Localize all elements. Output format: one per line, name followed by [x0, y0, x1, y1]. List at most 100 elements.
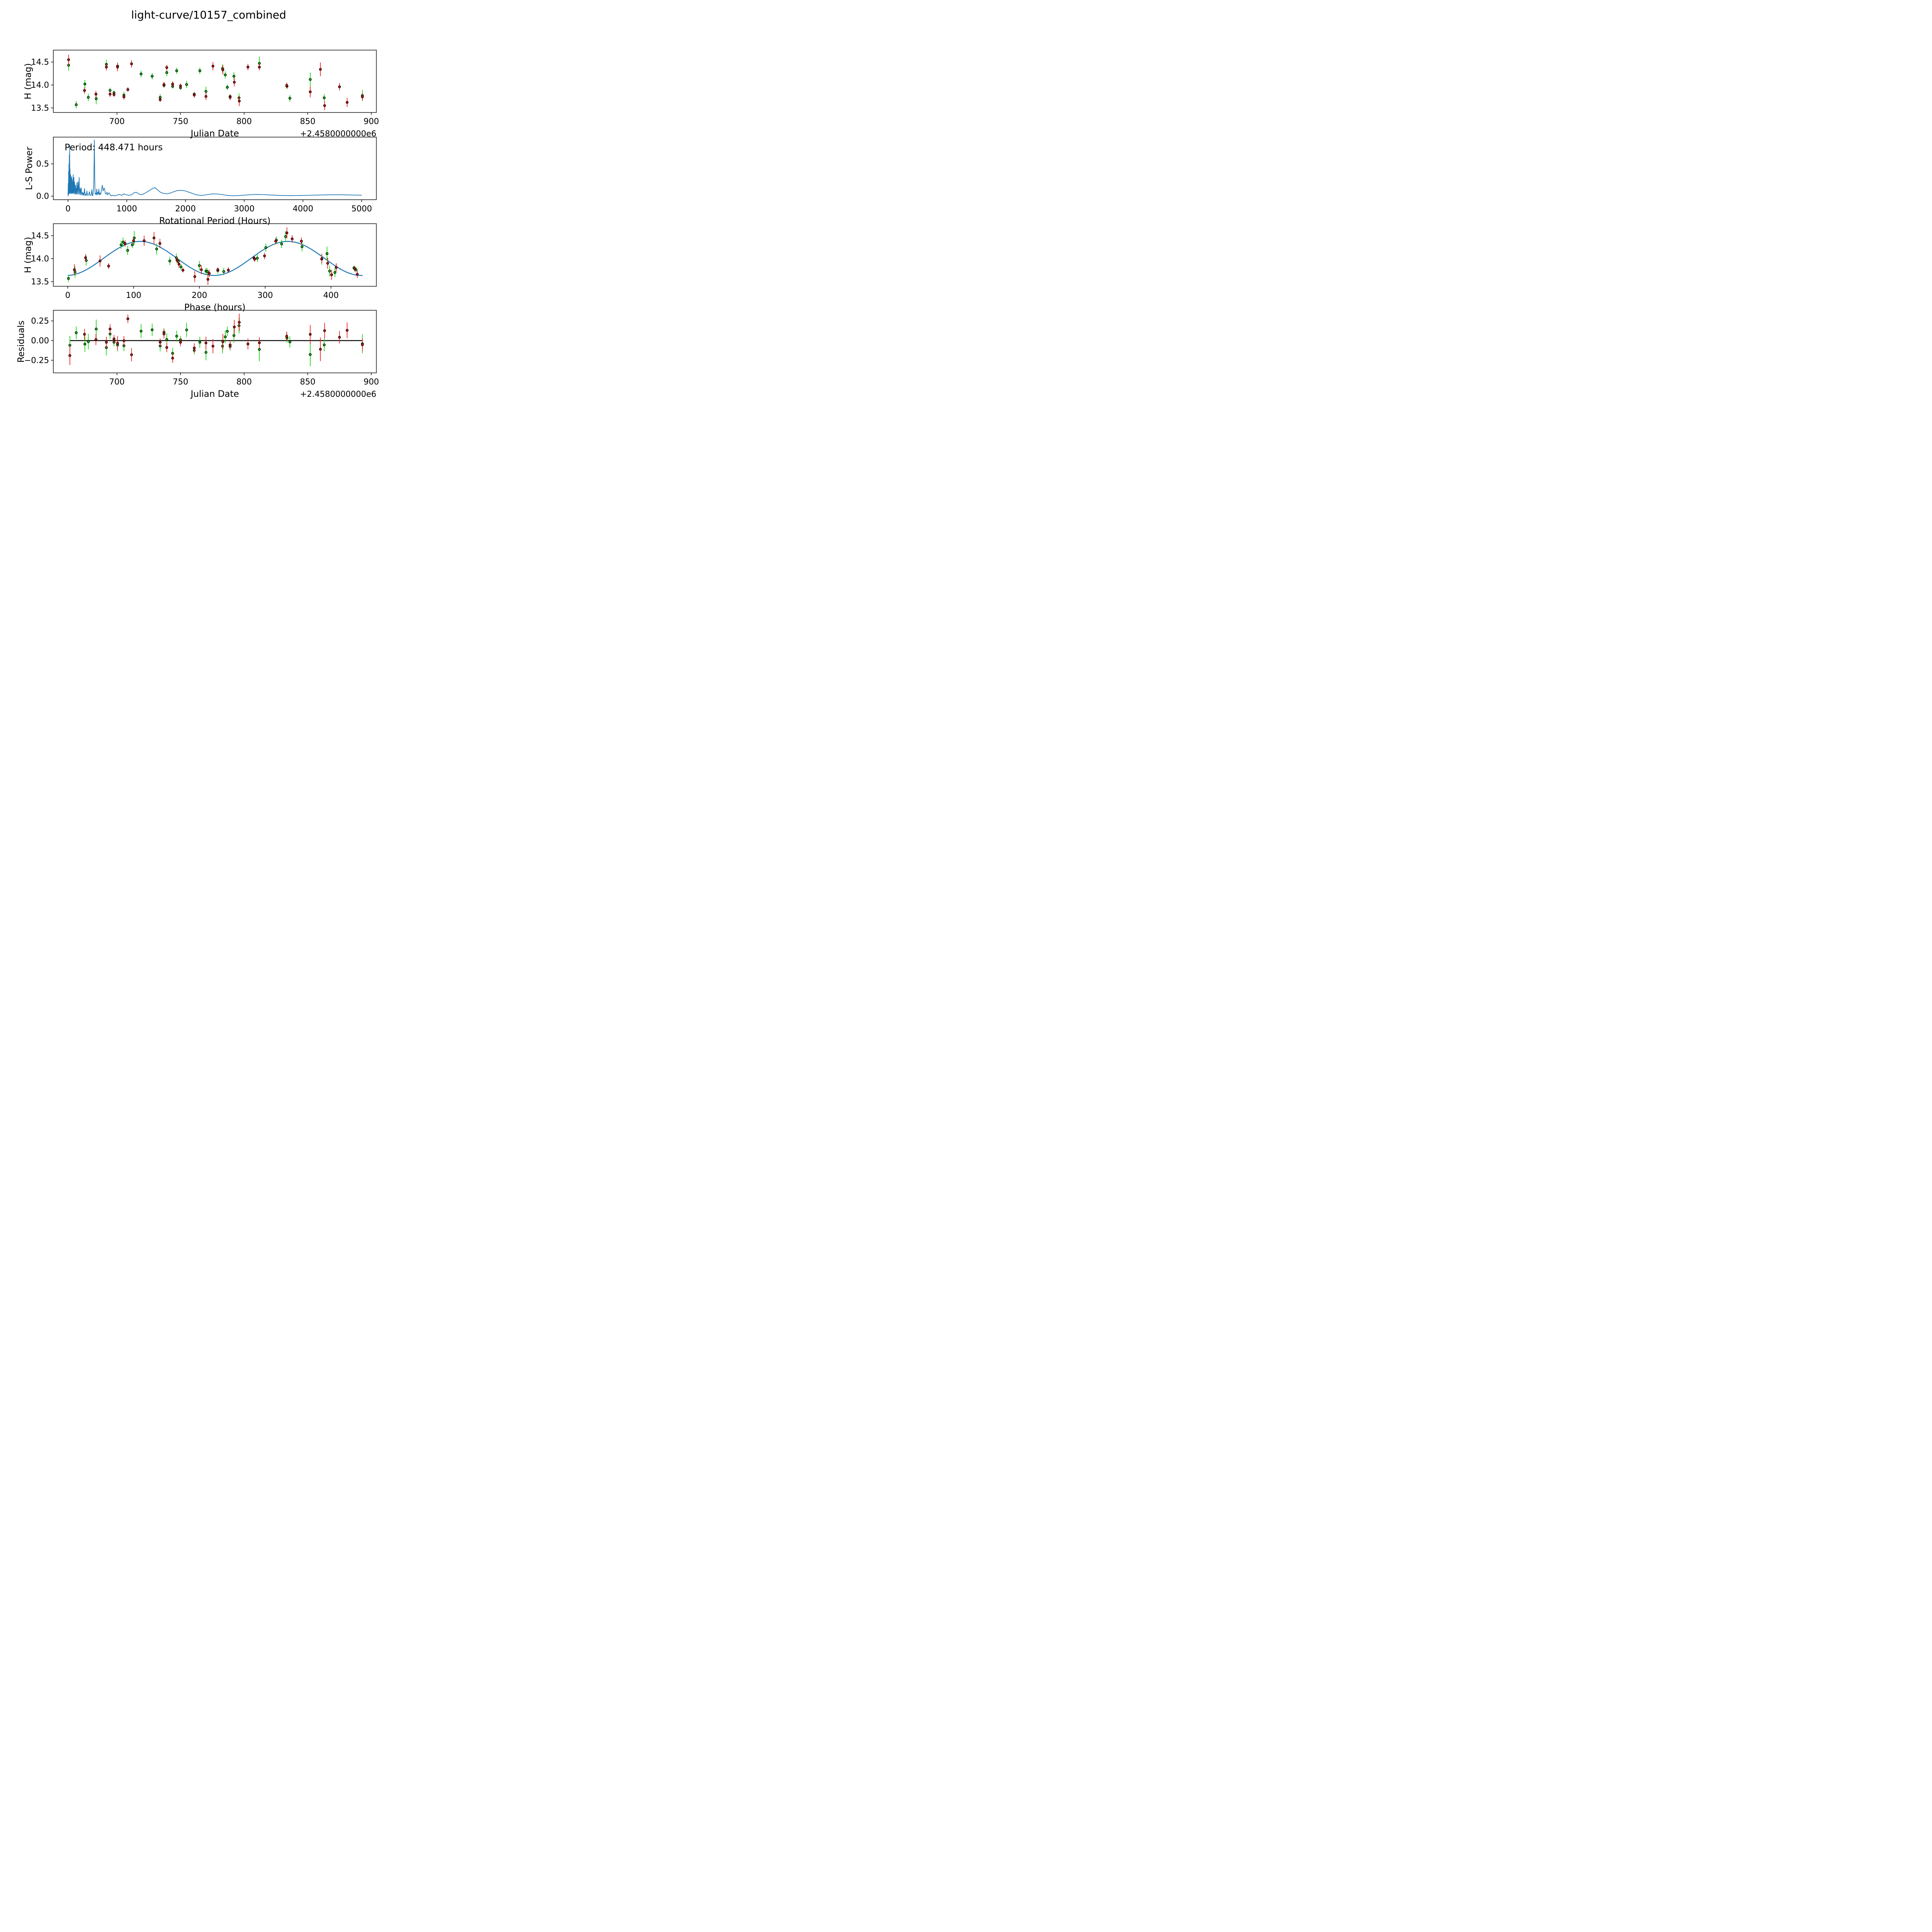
data-point	[112, 93, 116, 96]
data-point	[285, 231, 289, 235]
data-point	[68, 354, 71, 357]
data-point	[109, 93, 112, 96]
data-point	[94, 338, 97, 341]
data-point	[247, 342, 250, 345]
data-point	[211, 65, 214, 68]
data-point	[226, 330, 229, 333]
data-point	[345, 329, 349, 332]
data-point	[75, 331, 78, 334]
data-point	[94, 93, 97, 96]
y-tick-label: 14.0	[31, 254, 49, 263]
data-point	[152, 236, 156, 240]
data-point	[165, 71, 168, 74]
y-tick-label: 0.25	[31, 316, 49, 325]
x-tick-label: 700	[109, 117, 125, 126]
data-point	[253, 258, 256, 261]
y-tick-label: 0.0	[36, 192, 49, 201]
y-tick-label: 13.5	[31, 103, 49, 112]
data-point	[151, 75, 154, 78]
data-point	[198, 264, 201, 267]
data-point	[319, 348, 322, 351]
data-point	[309, 78, 312, 81]
data-point	[177, 263, 180, 266]
data-point	[309, 353, 312, 356]
data-point	[309, 333, 312, 336]
y-tick-label: 14.5	[31, 231, 49, 240]
data-point	[224, 335, 227, 338]
data-point	[67, 58, 70, 61]
data-point	[200, 268, 203, 271]
data-point	[130, 62, 133, 65]
x-tick-label: 800	[236, 377, 252, 386]
data-point	[95, 97, 98, 100]
data-point	[126, 317, 129, 320]
panel-residuals: 700 750 800 850 900 −0.25 0.00 0.25 Julian Date +…	[16, 310, 379, 399]
x-axis: 0 100 200 300 400	[65, 286, 339, 300]
data-point	[285, 84, 288, 87]
green-band	[67, 231, 357, 282]
data-point	[112, 337, 116, 340]
data-point	[333, 271, 337, 274]
x-tick-label: 5000	[351, 204, 372, 213]
data-point	[330, 273, 333, 276]
x-tick-label: 400	[323, 291, 339, 300]
y-axis: −0.25 0.00 0.25	[24, 316, 54, 365]
data-point	[238, 321, 241, 324]
data-point	[216, 268, 219, 271]
data-point	[227, 269, 230, 272]
data-point	[87, 96, 90, 99]
data-point	[320, 257, 323, 260]
data-point	[126, 249, 129, 252]
data-point	[162, 332, 165, 335]
data-point	[105, 341, 108, 344]
data-point	[116, 66, 119, 69]
x-tick-label: 850	[300, 117, 315, 126]
data-point	[179, 341, 182, 344]
y-axis-label: H (mag)	[23, 63, 33, 100]
x-tick-label: 3000	[234, 204, 254, 213]
data-point	[155, 247, 158, 250]
green-band	[68, 318, 364, 367]
x-axis-label: Rotational Period (Hours)	[159, 216, 270, 226]
red-band-errorbars	[74, 227, 358, 285]
data-point	[171, 82, 174, 86]
data-point	[204, 351, 207, 354]
data-point	[198, 69, 201, 72]
data-point	[232, 334, 235, 337]
data-point	[83, 343, 87, 346]
data-point	[224, 73, 227, 77]
data-point	[185, 328, 188, 332]
data-point	[309, 90, 312, 94]
data-point	[356, 273, 359, 276]
data-point	[285, 335, 288, 338]
data-point	[221, 345, 224, 348]
x-tick-label: 900	[364, 377, 379, 386]
y-axis: 0.0 0.5	[36, 159, 54, 201]
data-point	[226, 86, 229, 89]
data-point	[238, 99, 241, 103]
data-point	[222, 270, 225, 273]
data-point	[185, 83, 188, 86]
red-band-markers	[73, 231, 359, 281]
x-tick-label: 0	[65, 204, 70, 213]
data-point	[131, 243, 134, 247]
data-point	[323, 104, 326, 107]
data-point	[345, 101, 349, 104]
data-point	[221, 68, 224, 71]
data-point	[328, 270, 331, 273]
data-point	[179, 84, 182, 87]
data-point	[232, 75, 235, 78]
x-tick-label: 4000	[293, 204, 313, 213]
data-point	[126, 88, 129, 91]
data-point	[139, 330, 143, 333]
data-point	[323, 329, 326, 332]
y-tick-label: 14.5	[31, 57, 49, 66]
data-point	[87, 340, 90, 343]
data-point	[165, 66, 168, 69]
data-point	[338, 85, 341, 88]
data-point	[109, 89, 112, 92]
x-tick-label: 750	[173, 117, 188, 126]
y-tick-label: 0.00	[31, 336, 49, 345]
data-point	[211, 345, 214, 348]
data-point	[323, 344, 326, 347]
